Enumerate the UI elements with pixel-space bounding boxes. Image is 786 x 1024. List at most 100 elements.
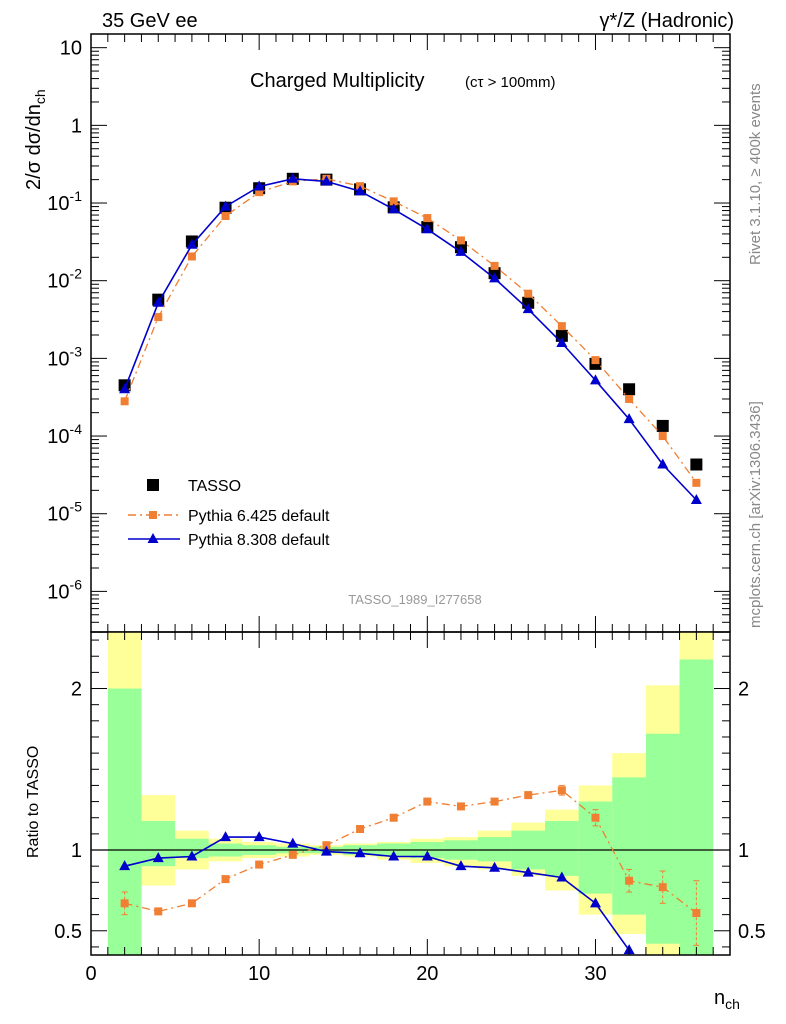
series-point-1: [490, 261, 499, 270]
ratio-line-0: [124, 789, 697, 914]
band-green: [545, 820, 579, 876]
ratio-point-0: [120, 899, 129, 908]
series-point-1: [591, 356, 600, 365]
band-green: [107, 688, 142, 955]
ratio-point-0: [423, 797, 432, 806]
series-point-0: [690, 458, 703, 471]
ratio-point-1: [354, 847, 366, 858]
series-point-2: [522, 303, 534, 314]
band-green: [612, 777, 646, 915]
header-right: γ*/Z (Hadronic): [600, 10, 734, 32]
ratio-y-tick-label: 1: [71, 840, 82, 862]
ratio-point-1: [119, 860, 131, 871]
series-point-2: [455, 245, 467, 256]
series-point-2: [623, 413, 635, 424]
x-tick-label: 0: [85, 963, 96, 985]
ratio-y-axis-label: Ratio to TASSO: [25, 746, 42, 858]
ratio-point-0: [389, 813, 398, 822]
series-point-1: [389, 197, 398, 206]
main-panel: TASSO_1989_I277658 10-6 10-5 10-4 10-3 10-2 1…: [47, 33, 731, 633]
y-tick-label: 10-1: [47, 188, 82, 215]
ratio-point-1: [589, 897, 601, 908]
y-tick-label: 10-4: [47, 421, 82, 448]
ratio-point-0: [154, 907, 163, 916]
legend-marker: [147, 533, 159, 543]
ratio-point-0: [322, 841, 331, 850]
band-green: [679, 659, 714, 955]
ratio-point-0: [187, 899, 196, 908]
ratio-point-0: [356, 825, 365, 834]
ratio-point-1: [220, 831, 232, 842]
ratio-point-1: [320, 845, 332, 856]
ratio-point-0: [591, 813, 600, 822]
ratio-line-1: [124, 836, 630, 951]
series-point-2: [152, 296, 164, 307]
series-point-1: [154, 313, 163, 322]
y-tick-label: 1: [71, 115, 82, 137]
series-line-2: [123, 177, 697, 501]
ratio-y-tick-label-right: 1: [738, 840, 749, 862]
series-point-1: [255, 188, 264, 197]
y-tick-label: 10: [60, 38, 82, 60]
main-title-suffix: (cτ > 100mm): [465, 74, 556, 91]
series-point-2: [489, 272, 501, 283]
series-point-1: [423, 214, 432, 223]
series-point-1: [221, 212, 230, 221]
series-point-2: [657, 458, 669, 469]
series-point-2: [186, 238, 198, 249]
ratio-point-0: [524, 791, 533, 800]
ratio-point-0: [288, 850, 297, 859]
rivet-label: Rivet 3.1.10, ≥ 400k events: [747, 83, 764, 265]
ratio-point-0: [658, 883, 667, 892]
series-point-2: [119, 383, 131, 394]
ratio-point-1: [421, 850, 433, 861]
series-point-2: [421, 223, 433, 234]
ratio-point-1: [186, 850, 198, 861]
ratio-point-0: [490, 797, 499, 806]
ratio-point-1: [253, 831, 265, 842]
band-green: [175, 838, 209, 859]
main-y-axis-label: 2/σ dσ/dnch: [23, 89, 48, 190]
legend: TASSO Pythia 6.425 default Pythia 8.308 de…: [128, 478, 330, 549]
series-point-1: [187, 252, 196, 261]
x-tick-label: 20: [416, 963, 438, 985]
legend-marker: [147, 479, 159, 491]
ratio-point-1: [388, 850, 400, 861]
band-green: [645, 733, 680, 944]
series-point-1: [692, 478, 701, 487]
series-point-2: [253, 180, 265, 191]
series-point-1: [557, 322, 566, 331]
watermark-label: TASSO_1989_I277658: [348, 592, 481, 607]
series-point-2: [320, 175, 332, 186]
y-tick-label: 10-3: [47, 343, 82, 370]
ratio-point-0: [456, 802, 465, 811]
band-green: [477, 837, 512, 862]
series-point-1: [625, 394, 634, 403]
series-point-2: [388, 203, 400, 214]
series-point-1: [658, 432, 667, 441]
x-axis-label: nch: [714, 987, 740, 1012]
series-point-1: [120, 397, 129, 406]
ratio-point-0: [221, 875, 230, 884]
ratio-point-0: [557, 786, 566, 795]
ratio-point-1: [152, 852, 164, 863]
ratio-y-tick-label: 2: [71, 679, 82, 701]
series-point-2: [556, 336, 568, 347]
ratio-y-tick-label-right: 0.5: [738, 921, 766, 943]
series-point-2: [589, 374, 601, 385]
series-point-2: [354, 185, 366, 196]
series-point-2: [287, 172, 299, 183]
x-tick-label: 10: [248, 963, 270, 985]
y-tick-label: 10-5: [47, 499, 82, 526]
y-tick-label: 10-6: [47, 576, 82, 603]
series-line-1: [123, 178, 697, 484]
series-point-1: [456, 236, 465, 245]
ratio-panel: 0.5 0.51 12 20 10 20 30: [54, 631, 766, 985]
legend-label: Pythia 8.308 default: [188, 532, 330, 549]
source-label: mcplots.cern.ch [arXiv:1306.3436]: [747, 401, 764, 628]
series-point-0: [656, 419, 669, 432]
y-tick-label: 10-2: [47, 266, 82, 293]
ratio-point-0: [255, 860, 264, 869]
series-point-2: [220, 200, 232, 211]
